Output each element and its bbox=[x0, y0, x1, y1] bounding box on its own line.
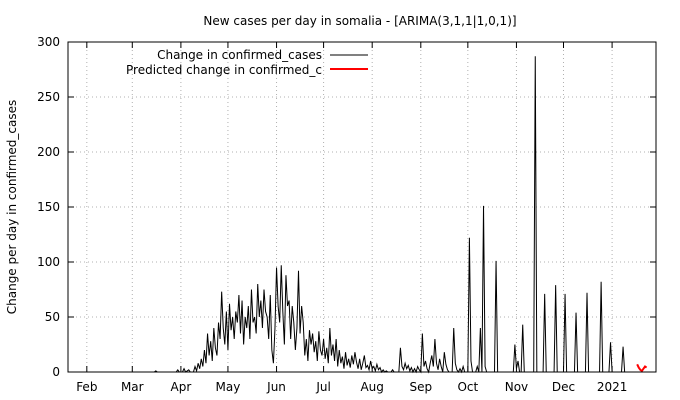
y-tick-label: 50 bbox=[45, 310, 60, 324]
x-tick-label: Mar bbox=[121, 380, 144, 394]
y-tick-label: 100 bbox=[37, 255, 60, 269]
y-axis-label: Change per day in confirmed_cases bbox=[5, 100, 19, 315]
grid bbox=[68, 42, 656, 372]
x-tick-label: Feb bbox=[76, 380, 97, 394]
y-axis: 0 50 100 150 200 250 300 bbox=[37, 35, 656, 379]
x-tick-label: Dec bbox=[552, 380, 575, 394]
y-tick-label: 300 bbox=[37, 35, 60, 49]
y-tick-label: 0 bbox=[52, 365, 60, 379]
x-axis: Feb Mar Apr May Jun Jul Aug Sep Oct Nov Dec 2021 bbox=[76, 42, 627, 394]
series-line-1 bbox=[636, 363, 648, 373]
x-tick-label: Jun bbox=[266, 380, 286, 394]
x-tick-label: Jul bbox=[315, 380, 330, 394]
y-tick-label: 250 bbox=[37, 90, 60, 104]
series-line-0 bbox=[71, 56, 630, 374]
x-tick-label: Sep bbox=[409, 380, 432, 394]
x-tick-label: 2021 bbox=[597, 380, 628, 394]
legend: Change in confirmed_cases Predicted chan… bbox=[126, 48, 368, 77]
y-tick-label: 150 bbox=[37, 200, 60, 214]
series-layer bbox=[71, 56, 648, 374]
y-tick-label: 200 bbox=[37, 145, 60, 159]
x-tick-label: May bbox=[216, 380, 241, 394]
x-tick-label: Apr bbox=[171, 380, 192, 394]
x-tick-label: Oct bbox=[457, 380, 478, 394]
plot-border bbox=[67, 41, 657, 373]
legend-label-1: Predicted change in confirmed_c bbox=[126, 63, 322, 77]
x-tick-label: Aug bbox=[360, 380, 383, 394]
x-tick-label: Nov bbox=[505, 380, 528, 394]
legend-label-0: Change in confirmed_cases bbox=[157, 48, 322, 62]
chart-title: New cases per day in somalia - [ARIMA(3,… bbox=[203, 14, 516, 28]
